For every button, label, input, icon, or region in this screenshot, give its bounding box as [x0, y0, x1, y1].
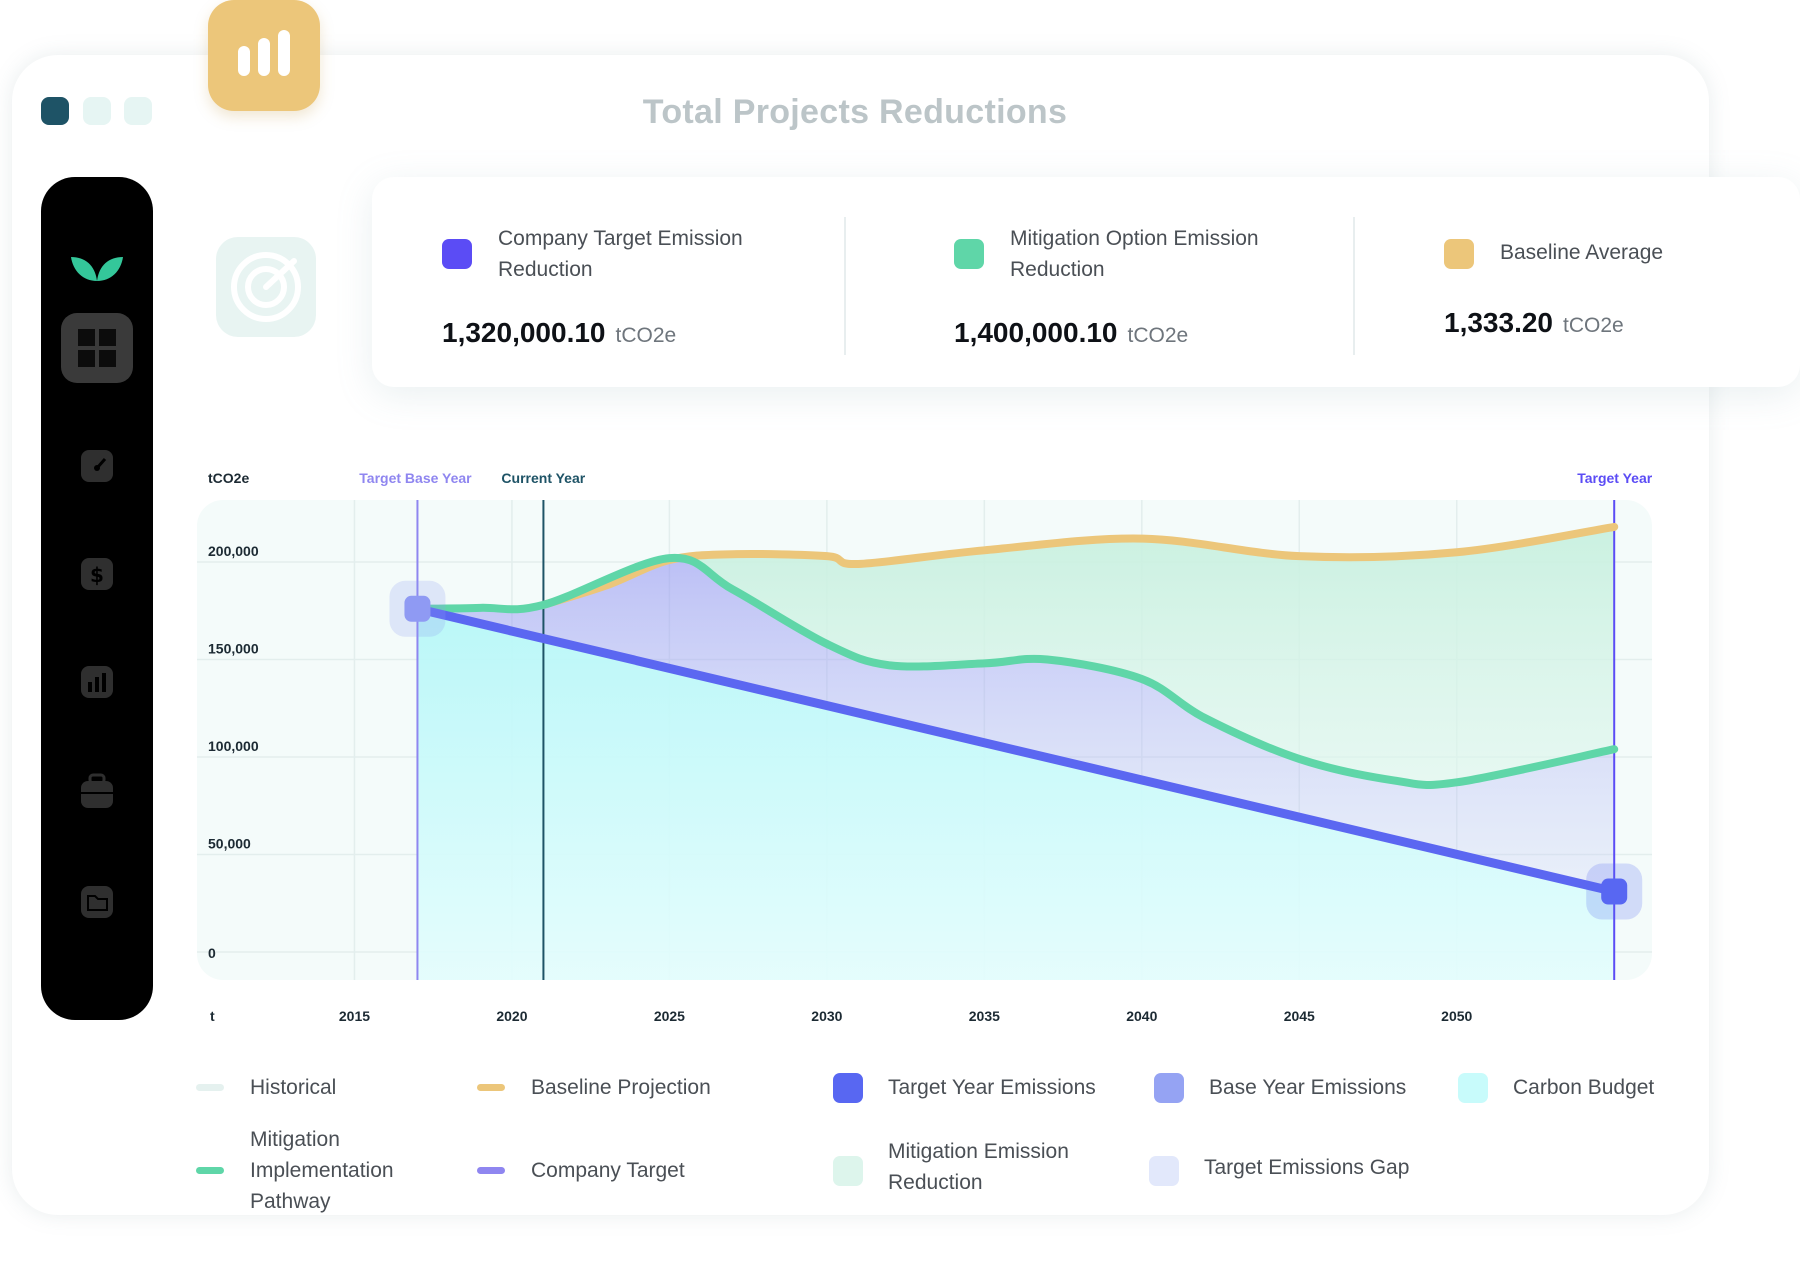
- legend-swatch: [477, 1167, 505, 1174]
- mitigation-pathway-line: [413, 553, 1619, 790]
- carbon-budget-area: [417, 608, 1615, 980]
- svg-text:$: $: [90, 563, 104, 587]
- legend-label: Mitigation Emission Reduction: [888, 1140, 1069, 1194]
- legend-swatch: [1458, 1073, 1488, 1103]
- company-target-line: [412, 604, 1619, 897]
- target-year-emissions-point: [1601, 878, 1628, 905]
- legend-swatch: [1154, 1073, 1184, 1103]
- bar-chart-icon[interactable]: [61, 647, 133, 717]
- x-tick-label: 2050: [1441, 1008, 1472, 1024]
- y-tick-label: 50,000: [208, 836, 251, 852]
- briefcase-icon[interactable]: [61, 757, 133, 827]
- legend-label: Company Target: [531, 1159, 685, 1182]
- stats-card: Company Target Emission Reduction 1,320,…: [372, 177, 1800, 387]
- stat-swatch: [1444, 239, 1474, 269]
- legend-swatch: [833, 1156, 863, 1186]
- legend-label: Target Year Emissions: [888, 1076, 1096, 1099]
- legend-swatch: [833, 1073, 863, 1103]
- x-tick-label: 2015: [339, 1008, 370, 1024]
- page-title: Total Projects Reductions: [642, 93, 1068, 131]
- folder-icon[interactable]: [61, 867, 133, 937]
- chart-badge-icon: [208, 0, 320, 111]
- x-tick-label: 2035: [969, 1008, 1000, 1024]
- y-tick-label: 150,000: [208, 641, 259, 657]
- dashboard-grid-icon[interactable]: [61, 313, 133, 383]
- window-dot-light[interactable]: [83, 97, 111, 125]
- sidebar: $: [41, 177, 153, 1020]
- stat-label: Company Target Emission Reduction: [498, 227, 743, 281]
- window-dot-dark[interactable]: [41, 97, 69, 125]
- marker-label: Current Year: [501, 470, 585, 486]
- gauge-icon[interactable]: [61, 431, 133, 501]
- y-axis-unit-label: tCO2e: [208, 470, 249, 486]
- divider: [1353, 217, 1355, 355]
- target-icon: [216, 237, 316, 337]
- legend-label: Carbon Budget: [1513, 1076, 1655, 1099]
- marker-label: Target Base Year: [359, 470, 472, 486]
- stat-label: Baseline Average: [1500, 241, 1664, 264]
- legend-label: Mitigation Implementation Pathway: [250, 1128, 394, 1213]
- y-tick-label: 200,000: [208, 543, 259, 559]
- stat-value: 1,320,000.10 tCO2e: [442, 317, 677, 348]
- x-tick-label: 2045: [1284, 1008, 1315, 1024]
- legend-swatch: [196, 1167, 224, 1174]
- y-tick-label: 100,000: [208, 738, 259, 754]
- legend-swatch: [477, 1084, 505, 1091]
- x-tick-label: 2030: [811, 1008, 842, 1024]
- stat-value: 1,333.20 tCO2e: [1444, 307, 1624, 338]
- legend-swatch: [1149, 1156, 1179, 1186]
- leaf-logo-icon[interactable]: [61, 229, 133, 299]
- stat-swatch: [954, 239, 984, 269]
- window-dot-light[interactable]: [124, 97, 152, 125]
- x-axis-unit-label: t: [210, 1008, 215, 1024]
- legend-label: Baseline Projection: [531, 1076, 711, 1099]
- mitigation-emission-reduction-area: [417, 526, 1615, 786]
- legend-swatch: [196, 1084, 224, 1091]
- legend-label: Target Emissions Gap: [1204, 1156, 1410, 1179]
- legend-label: Base Year Emissions: [1209, 1076, 1407, 1099]
- legend-label: Historical: [250, 1076, 337, 1099]
- base-year-emissions-point: [404, 595, 431, 622]
- stat-value: 1,400,000.10 tCO2e: [954, 317, 1189, 348]
- target-emissions-gap-area: [417, 557, 1615, 892]
- divider: [844, 217, 846, 355]
- marker-label: Target Year: [1577, 470, 1653, 486]
- x-tick-label: 2020: [496, 1008, 527, 1024]
- y-tick-label: 0: [208, 945, 216, 961]
- x-tick-label: 2040: [1126, 1008, 1157, 1024]
- stat-swatch: [442, 239, 472, 269]
- dollar-icon[interactable]: $: [61, 539, 133, 609]
- stat-label: Mitigation Option Emission Reduction: [1010, 227, 1259, 281]
- x-tick-label: 2025: [654, 1008, 685, 1024]
